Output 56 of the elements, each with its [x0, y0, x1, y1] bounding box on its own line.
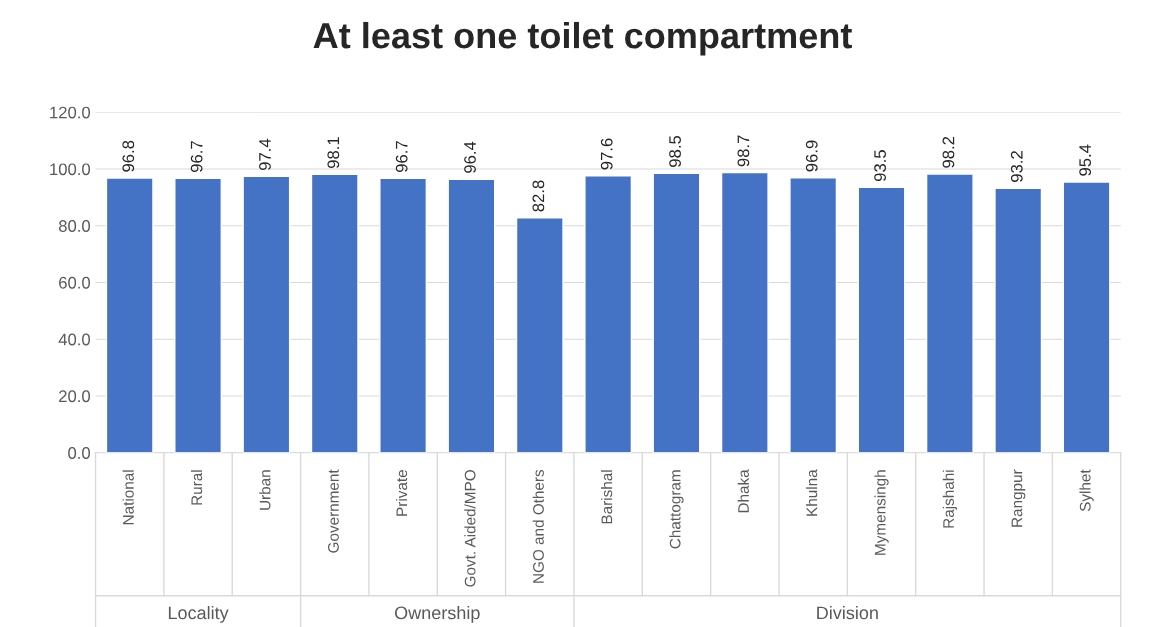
bar [652, 172, 701, 453]
bar [174, 177, 222, 453]
bar [379, 177, 428, 453]
data-label: 95.4 [1079, 144, 1092, 176]
bar [584, 175, 633, 453]
bar [994, 187, 1043, 453]
x-tick-label: Government [328, 469, 339, 553]
x-tick-label: Urban [259, 470, 271, 510]
data-label: 98.7 [737, 135, 750, 167]
data-label: 97.6 [600, 138, 613, 170]
y-tick-label: 40.0 [58, 333, 91, 346]
data-label: 98.2 [942, 136, 955, 168]
bar [789, 177, 838, 453]
bar [1062, 181, 1111, 453]
bar [857, 186, 906, 453]
bar [515, 217, 564, 453]
data-label: 82.8 [532, 180, 545, 212]
x-tick-label: NGO and Others [532, 469, 544, 583]
x-tick-label: Govt. Aided/MPO [464, 470, 476, 587]
data-label: 96.4 [464, 141, 476, 173]
data-label: 98.5 [669, 135, 681, 167]
x-tick-label: Barishal [601, 470, 613, 524]
y-tick-label: 0.0 [68, 447, 91, 459]
bar [310, 173, 359, 453]
y-tick-label: 120.0 [50, 106, 91, 119]
y-tick-label: 60.0 [59, 276, 91, 289]
bar [242, 175, 291, 453]
data-label: 98.1 [327, 137, 340, 169]
data-label: 97.4 [259, 138, 271, 171]
x-tick-label: Rajshahi [942, 470, 957, 528]
x-tick-label: Rural [190, 470, 203, 505]
x-tick-label: Chattogram [669, 470, 684, 549]
chart-title: At least one toilet compartment [313, 21, 852, 56]
x-tick-label: National [122, 470, 134, 525]
data-label: 93.5 [874, 150, 886, 182]
x-tick-label: Rangpur [1011, 469, 1026, 527]
bar [447, 178, 496, 453]
x-tick-label: Mymensingh [874, 470, 889, 555]
y-tick-label: 80.0 [58, 220, 91, 232]
x-tick-label: Dhaka [737, 469, 749, 513]
data-label: 96.7 [190, 141, 203, 172]
x-tick-label: Khulna [806, 469, 818, 516]
bar [925, 173, 974, 453]
data-label: 96.9 [805, 140, 818, 172]
y-tick-label: 100.0 [50, 163, 91, 176]
text: Ownership [394, 606, 480, 623]
text: Division [817, 606, 878, 620]
x-tick-label: Private [395, 470, 408, 516]
x-tick-label: Sylhet [1079, 469, 1094, 512]
data-label: 93.2 [1010, 151, 1023, 182]
text: Locality [168, 606, 229, 623]
y-tick-label: 20.0 [59, 390, 91, 403]
data-label: 96.8 [122, 140, 135, 172]
bar [105, 177, 154, 453]
bar [720, 171, 769, 453]
data-label: 96.7 [395, 141, 408, 172]
